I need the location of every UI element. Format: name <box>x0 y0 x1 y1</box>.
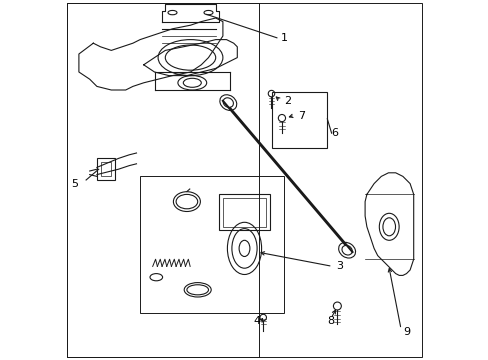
Bar <box>101 162 111 176</box>
Text: 9: 9 <box>402 327 409 337</box>
Text: 1: 1 <box>280 33 287 43</box>
Bar <box>272 92 326 148</box>
Text: 4: 4 <box>253 316 260 326</box>
Text: 7: 7 <box>297 111 305 121</box>
Text: 5: 5 <box>71 179 78 189</box>
Text: 6: 6 <box>330 128 337 138</box>
Bar <box>223 198 265 227</box>
Bar <box>219 194 269 230</box>
Text: 8: 8 <box>326 316 334 326</box>
Text: 3: 3 <box>336 261 343 271</box>
Bar <box>97 158 115 180</box>
Bar <box>140 176 284 313</box>
Text: 2: 2 <box>284 96 291 106</box>
Bar <box>67 3 258 357</box>
